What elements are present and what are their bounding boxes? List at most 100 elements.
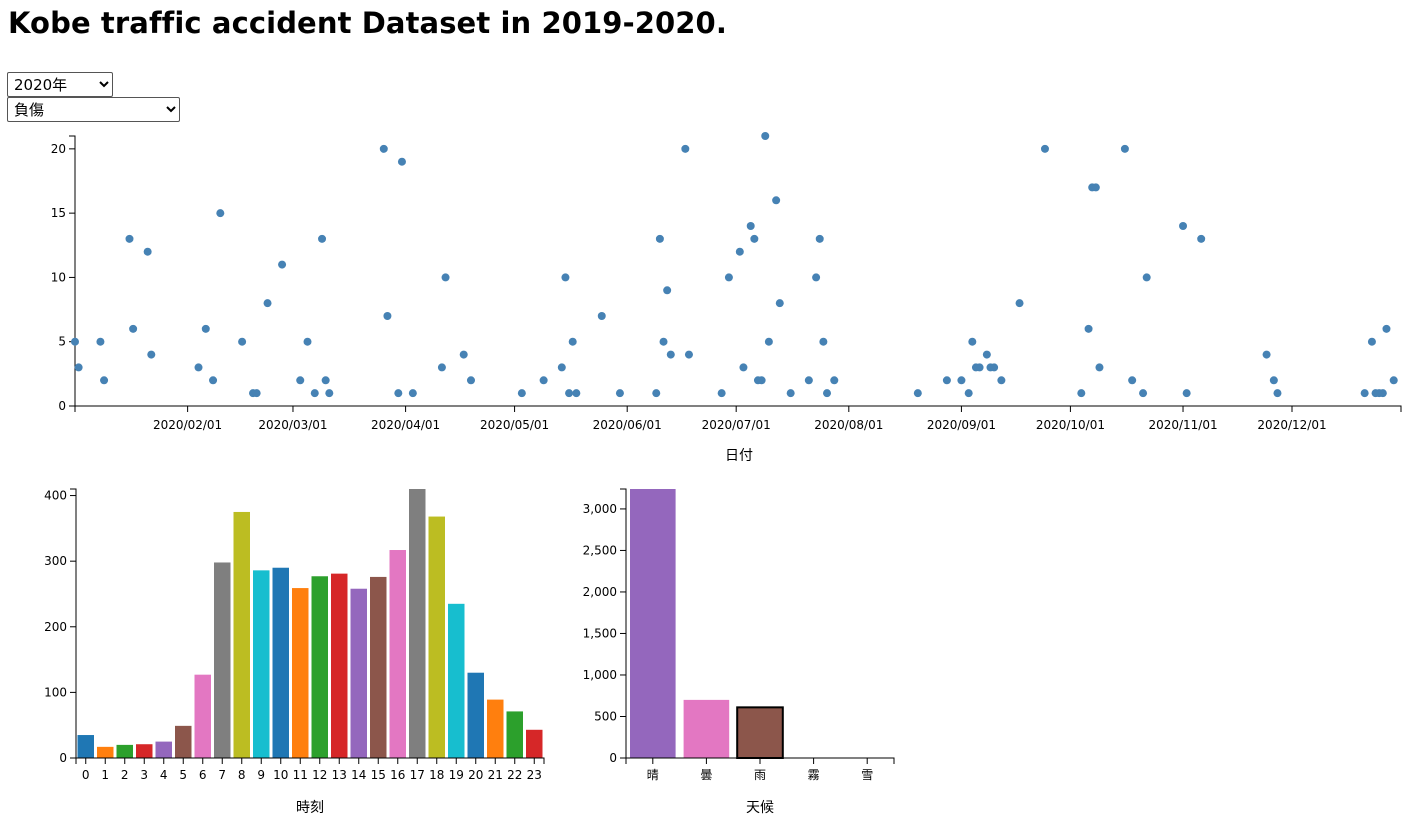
scatter-point[interactable]	[772, 196, 781, 205]
bar[interactable]	[630, 489, 676, 758]
bar[interactable]	[194, 674, 212, 758]
bar[interactable]	[116, 744, 134, 758]
scatter-point[interactable]	[437, 363, 446, 372]
scatter-point[interactable]	[819, 337, 828, 346]
bar[interactable]	[526, 729, 543, 758]
bar[interactable]	[155, 741, 173, 758]
scatter-point[interactable]	[681, 144, 690, 153]
scatter-point[interactable]	[815, 234, 824, 243]
bar[interactable]	[506, 711, 524, 758]
scatter-point[interactable]	[238, 337, 247, 346]
scatter-point[interactable]	[964, 389, 973, 398]
bar[interactable]	[448, 603, 465, 758]
scatter-point[interactable]	[397, 157, 406, 166]
scatter-point[interactable]	[830, 376, 839, 385]
scatter-point[interactable]	[318, 234, 327, 243]
scatter-point[interactable]	[659, 337, 668, 346]
scatter-point[interactable]	[209, 376, 218, 385]
scatter-point[interactable]	[1179, 222, 1188, 230]
scatter-point[interactable]	[1095, 363, 1104, 372]
scatter-point[interactable]	[278, 260, 287, 269]
scatter-point[interactable]	[1084, 324, 1093, 333]
scatter-point[interactable]	[968, 337, 977, 346]
scatter-point[interactable]	[804, 376, 813, 385]
scatter-point[interactable]	[1142, 273, 1151, 282]
scatter-point[interactable]	[597, 312, 606, 320]
scatter-point[interactable]	[194, 363, 203, 372]
scatter-point[interactable]	[1040, 144, 1049, 153]
scatter-point[interactable]	[466, 376, 475, 385]
bar[interactable]	[370, 576, 387, 758]
scatter-point[interactable]	[1128, 376, 1137, 385]
scatter-point[interactable]	[321, 376, 330, 385]
bar[interactable]	[487, 699, 504, 758]
scatter-point[interactable]	[1197, 234, 1206, 243]
year-select[interactable]: 2020年	[7, 72, 113, 97]
scatter-point[interactable]	[216, 209, 225, 218]
scatter-point[interactable]	[394, 389, 403, 398]
scatter-point[interactable]	[717, 389, 726, 398]
bar[interactable]	[389, 550, 407, 758]
scatter-point[interactable]	[997, 376, 1006, 385]
scatter-point[interactable]	[684, 350, 693, 359]
scatter-point[interactable]	[746, 222, 755, 230]
bar[interactable]	[467, 672, 485, 758]
scatter-point[interactable]	[775, 299, 784, 308]
scatter-point[interactable]	[296, 376, 305, 385]
bar[interactable]	[409, 489, 426, 758]
scatter-point[interactable]	[379, 144, 388, 153]
bar[interactable]	[311, 576, 329, 758]
scatter-point[interactable]	[565, 389, 574, 398]
scatter-point[interactable]	[1077, 389, 1086, 398]
scatter-point[interactable]	[1091, 183, 1100, 192]
scatter-point[interactable]	[1360, 389, 1369, 398]
bar[interactable]	[331, 573, 348, 758]
scatter-point[interactable]	[663, 286, 672, 295]
bar[interactable]	[350, 588, 368, 758]
scatter-point[interactable]	[1262, 350, 1271, 359]
scatter-point[interactable]	[71, 337, 79, 346]
scatter-point[interactable]	[982, 350, 991, 359]
scatter-point[interactable]	[724, 273, 733, 282]
scatter-point[interactable]	[303, 337, 312, 346]
scatter-point[interactable]	[786, 389, 795, 398]
scatter-point[interactable]	[325, 389, 334, 398]
scatter-point[interactable]	[568, 337, 577, 346]
bar[interactable]	[233, 511, 251, 758]
scatter-point[interactable]	[252, 389, 261, 398]
bar[interactable]	[77, 735, 95, 758]
scatter-point[interactable]	[764, 337, 773, 346]
scatter-point[interactable]	[572, 389, 581, 398]
scatter-point[interactable]	[125, 234, 134, 243]
scatter-point[interactable]	[557, 363, 566, 372]
scatter-point[interactable]	[942, 376, 951, 385]
scatter-point[interactable]	[913, 389, 922, 398]
scatter-point[interactable]	[1273, 389, 1282, 398]
scatter-point[interactable]	[1015, 299, 1024, 308]
scatter-point[interactable]	[1389, 376, 1398, 385]
scatter-point[interactable]	[201, 324, 210, 333]
scatter-point[interactable]	[561, 273, 570, 282]
scatter-point[interactable]	[408, 389, 417, 398]
scatter-point[interactable]	[750, 234, 759, 243]
scatter-point[interactable]	[310, 389, 319, 398]
scatter-point[interactable]	[957, 376, 966, 385]
scatter-point[interactable]	[615, 389, 624, 398]
scatter-point[interactable]	[147, 350, 156, 359]
bar[interactable]	[214, 562, 231, 758]
scatter-point[interactable]	[761, 132, 770, 140]
scatter-point[interactable]	[1182, 389, 1191, 398]
scatter-point[interactable]	[539, 376, 548, 385]
scatter-point[interactable]	[1139, 389, 1148, 398]
bar[interactable]	[97, 746, 114, 758]
scatter-point[interactable]	[1367, 337, 1376, 346]
scatter-point[interactable]	[739, 363, 748, 372]
scatter-point[interactable]	[517, 389, 526, 398]
bar[interactable]	[175, 725, 192, 758]
scatter-point[interactable]	[1120, 144, 1129, 153]
bar[interactable]	[292, 588, 309, 758]
scatter-point[interactable]	[1378, 389, 1387, 398]
bar[interactable]	[253, 570, 270, 758]
scatter-point[interactable]	[812, 273, 821, 282]
scatter-point[interactable]	[666, 350, 675, 359]
